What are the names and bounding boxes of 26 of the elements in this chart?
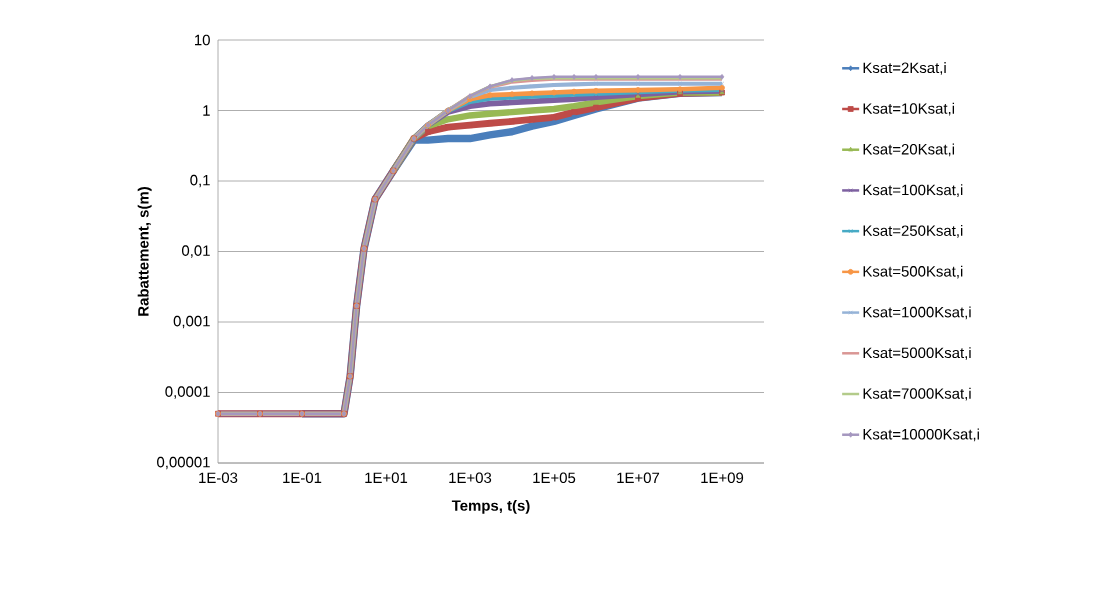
x-axis-title: Temps, t(s)	[451, 499, 530, 514]
legend-label: Ksat=250Ksat,i	[863, 224, 963, 238]
y-tick-label: 0,1	[190, 174, 210, 188]
legend-label: Ksat=2Ksat,i	[863, 62, 946, 75]
x-tick-label: 1E+09	[701, 472, 744, 484]
x-tick-label: 1E+05	[533, 472, 576, 484]
legend-label: Ksat=20Ksat,i	[863, 143, 955, 157]
y-tick-label: 0,00001	[157, 456, 210, 470]
y-tick-label: 0,01	[181, 245, 210, 258]
y-tick-label: 10	[195, 34, 210, 46]
legend-label: Ksat=500Ksat,i	[863, 265, 963, 279]
y-axis-title: Rabattement, s(m)	[137, 187, 152, 316]
legend-label: Ksat=5000Ksat,i	[863, 347, 971, 360]
legend-label: Ksat=1000Ksat,i	[863, 306, 971, 320]
y-tick-label: 1	[203, 105, 210, 116]
x-tick-label: 1E+01	[365, 472, 408, 484]
x-tick-label: 1E-01	[283, 472, 322, 484]
y-tick-label: 0,0001	[165, 386, 210, 399]
legend-label: Ksat=10Ksat,i	[863, 102, 955, 116]
x-tick-label: 1E+03	[449, 472, 492, 484]
legend-label: Ksat=7000Ksat,i	[863, 387, 971, 401]
y-tick-label: 0,001	[173, 315, 210, 329]
legend-label: Ksat=100Ksat,i	[863, 184, 963, 197]
legend-label: Ksat=10000Ksat,i	[863, 428, 979, 442]
x-tick-label: 1E+07	[617, 472, 660, 484]
x-tick-label: 1E-03	[199, 472, 238, 484]
